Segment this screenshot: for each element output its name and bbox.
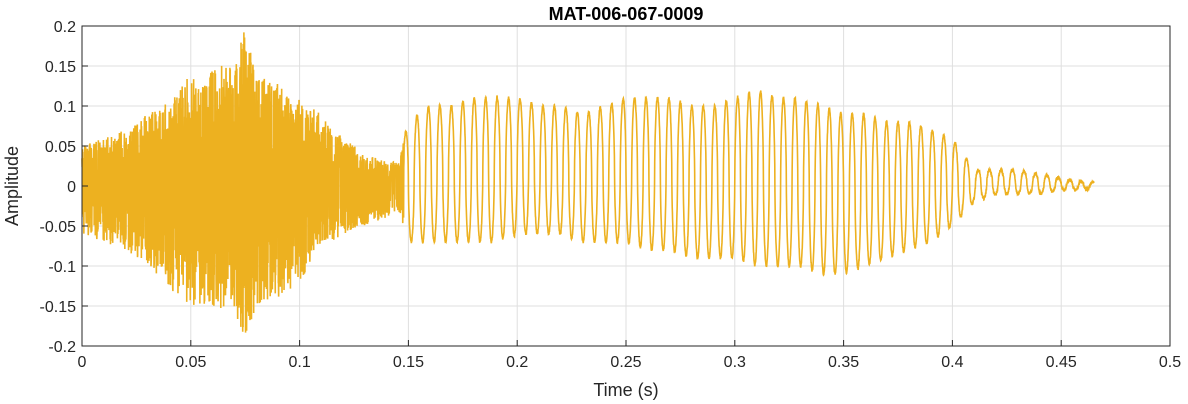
y-tick-label: 0 xyxy=(67,179,76,196)
y-tick-label: 0.1 xyxy=(54,99,76,116)
y-tick-label: -0.2 xyxy=(48,339,76,356)
y-tick-label: 0.2 xyxy=(54,19,76,36)
y-tick-label: 0.05 xyxy=(45,139,76,156)
x-tick-label: 0.45 xyxy=(1046,354,1077,371)
x-tick-label: 0.05 xyxy=(175,354,206,371)
x-tick-label: 0 xyxy=(78,354,87,371)
x-tick-label: 0.25 xyxy=(610,354,641,371)
x-tick-label: 0.1 xyxy=(288,354,310,371)
x-tick-label: 0.15 xyxy=(393,354,424,371)
y-axis: 0.2 0.15 0.1 0.05 0 -0.05 -0.1 -0.15 -0.2 xyxy=(40,19,88,356)
y-tick-label: -0.15 xyxy=(40,299,77,316)
chart-title: MAT-006-067-0009 xyxy=(549,4,704,24)
waveform-line xyxy=(81,32,1095,333)
x-tick-label: 0.2 xyxy=(506,354,528,371)
x-tick-label: 0.4 xyxy=(941,354,963,371)
x-tick-label: 0.5 xyxy=(1159,354,1181,371)
x-axis: 0 0.05 0.1 0.15 0.2 0.25 0.3 0.35 0.4 0.45 0.5 xyxy=(78,340,1181,371)
x-axis-label: Time (s) xyxy=(593,380,658,400)
y-tick-label: -0.1 xyxy=(48,259,76,276)
y-tick-label: -0.05 xyxy=(40,219,77,236)
x-tick-label: 0.3 xyxy=(724,354,746,371)
x-tick-label: 0.35 xyxy=(828,354,859,371)
y-axis-label: Amplitude xyxy=(2,146,22,226)
y-tick-label: 0.15 xyxy=(45,59,76,76)
waveform-series xyxy=(81,32,1095,333)
